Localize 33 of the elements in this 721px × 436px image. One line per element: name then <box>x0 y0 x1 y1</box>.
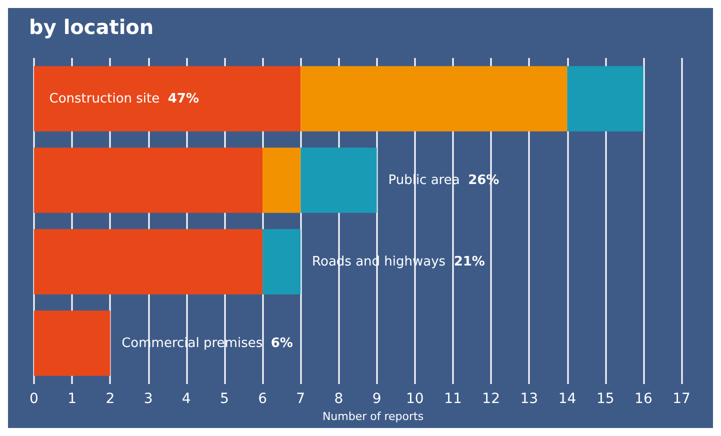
x-tick-label: 14 <box>558 391 576 407</box>
bar <box>34 66 301 132</box>
annotation: 6% <box>270 336 293 351</box>
x-tick-label: 9 <box>372 391 382 407</box>
x-tick-label: 2 <box>106 391 115 407</box>
x-tick-label: 8 <box>334 391 344 407</box>
x-tick-label: 12 <box>482 391 500 407</box>
x-tick-label: 3 <box>144 391 153 407</box>
bar <box>300 148 377 213</box>
x-tick-label: 0 <box>30 391 38 407</box>
chart-title: by location <box>29 15 154 39</box>
x-tick-label: 7 <box>296 391 306 407</box>
x-tick-label: 17 <box>672 391 690 407</box>
bar <box>34 229 263 294</box>
x-tick-label: 16 <box>634 391 652 407</box>
bar <box>262 148 301 213</box>
bar <box>34 148 263 213</box>
x-tick-label: 1 <box>68 391 77 407</box>
x-tick-label: 15 <box>596 391 614 407</box>
bar <box>567 66 644 132</box>
x-tick-label: 5 <box>220 391 229 407</box>
bar <box>262 229 301 294</box>
x-tick-label: 10 <box>406 391 424 407</box>
bar <box>300 66 568 132</box>
x-axis-title: Number of reports <box>322 410 424 423</box>
x-tick-label: 6 <box>258 391 268 407</box>
annotation: 47% <box>168 91 200 106</box>
x-tick-label: 4 <box>182 391 191 407</box>
bar <box>34 310 110 376</box>
x-tick-label: 11 <box>444 391 462 407</box>
x-tick-label: 13 <box>520 391 538 407</box>
y-tick-label: Construction site <box>49 91 168 106</box>
annotation: 21% <box>454 254 485 270</box>
